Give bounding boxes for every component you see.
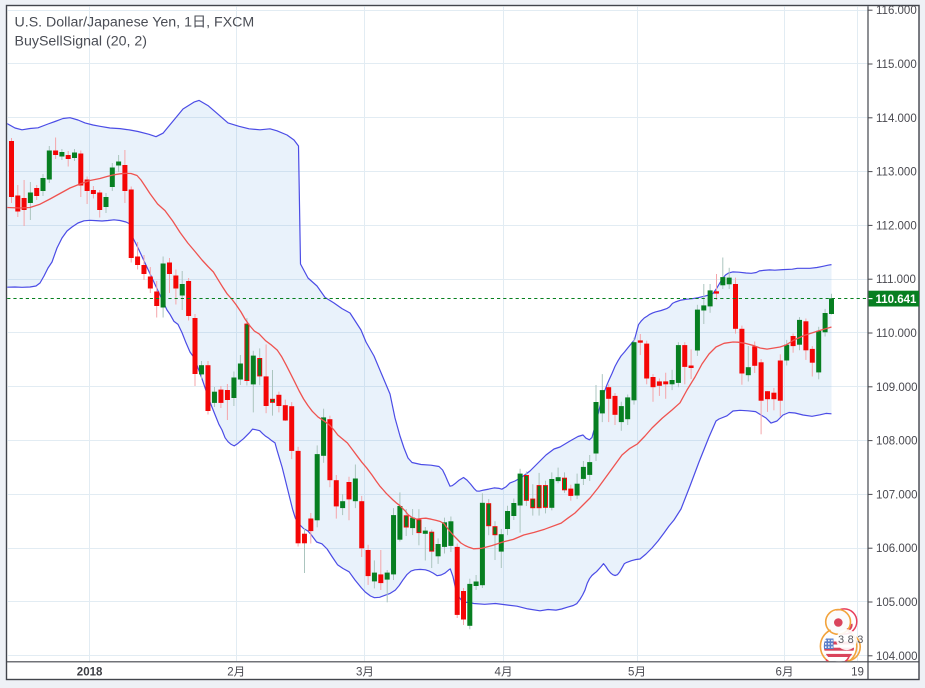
svg-text:110.000: 110.000: [876, 328, 917, 340]
svg-text:U.S. Dollar/Japanese Yen, 1日,: U.S. Dollar/Japanese Yen, 1日, FXCM: [15, 15, 255, 31]
svg-text:116.000: 116.000: [876, 5, 917, 17]
svg-text:3月: 3月: [356, 667, 374, 679]
svg-text:109.000: 109.000: [876, 382, 918, 394]
svg-text:111.000: 111.000: [876, 274, 916, 286]
svg-text:19: 19: [851, 667, 864, 679]
svg-text:105.000: 105.000: [876, 597, 918, 609]
svg-text:4月: 4月: [495, 667, 513, 679]
svg-text:106.000: 106.000: [876, 543, 918, 555]
svg-text:104.000: 104.000: [876, 651, 918, 663]
svg-text:6月: 6月: [776, 667, 794, 679]
svg-text:113.000: 113.000: [876, 167, 917, 179]
svg-text:2月: 2月: [227, 667, 245, 679]
svg-text:5月: 5月: [628, 667, 646, 679]
svg-text:383: 383: [838, 634, 867, 646]
svg-text:107.000: 107.000: [876, 489, 918, 501]
svg-text:BuySellSignal (20, 2): BuySellSignal (20, 2): [15, 34, 148, 50]
svg-text:108.000: 108.000: [876, 436, 918, 448]
svg-text:110.641: 110.641: [876, 294, 918, 306]
svg-text:2018: 2018: [77, 667, 103, 679]
svg-text:114.000: 114.000: [876, 113, 917, 125]
svg-text:115.000: 115.000: [876, 59, 917, 71]
svg-text:112.000: 112.000: [876, 220, 917, 232]
